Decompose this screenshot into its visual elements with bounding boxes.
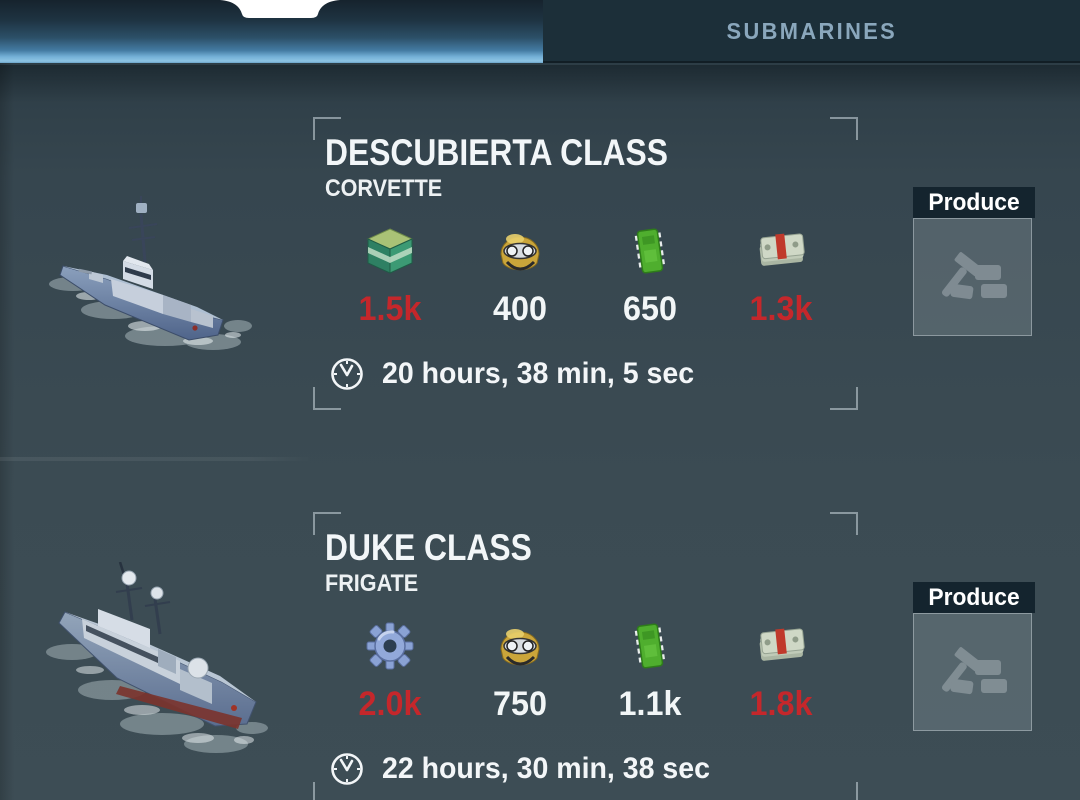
manpower-icon (500, 629, 540, 666)
frame-corner-bottom-right (830, 782, 858, 800)
cost-value: 400 (493, 290, 547, 328)
clock-icon (331, 358, 363, 390)
produce-button-duke[interactable] (913, 613, 1032, 731)
supplies-icon (366, 228, 414, 274)
money-icon (759, 628, 805, 661)
production-time: 22 hours, 30 min, 38 sec (382, 752, 710, 785)
tab-submarines[interactable]: SUBMARINES (543, 0, 1080, 63)
corvette-image (49, 196, 252, 350)
frame-corner-bottom-left (313, 387, 341, 410)
unit-class: CORVETTE (325, 175, 443, 202)
components-icon (366, 622, 414, 670)
cost-value: 1.8k (749, 685, 813, 723)
unit-card-descubierta[interactable]: DESCUBIERTA CLASS CORVETTE 1.5k 400 (313, 117, 858, 410)
unit-class: FRIGATE (325, 570, 419, 597)
frame-corner-top-right (830, 117, 858, 140)
production-time-row: 22 hours, 30 min, 38 sec (328, 750, 727, 788)
electronics-icon (634, 623, 665, 669)
cost-value: 2.0k (358, 685, 422, 723)
row-divider (0, 457, 312, 461)
cost-money: 1.3k (721, 220, 841, 329)
cost-electronics: 650 (590, 220, 710, 329)
money-icon (759, 233, 805, 266)
produce-label: Produce (928, 188, 1020, 216)
produce-header: Produce (913, 187, 1035, 218)
cost-value: 1.5k (358, 290, 422, 328)
frigate-image (46, 562, 268, 753)
ship-tab-icon-partial (220, 0, 340, 18)
cost-manpower: 750 (460, 615, 580, 724)
frame-corner-top-left (313, 117, 341, 140)
frame-corner-top-left (313, 512, 341, 535)
produce-header: Produce (913, 582, 1035, 613)
cost-manpower: 400 (460, 220, 580, 329)
left-edge-vignette (0, 63, 14, 800)
cost-supplies: 1.5k (330, 220, 450, 329)
cost-value: 1.1k (618, 685, 682, 723)
construction-hammer-icon (941, 252, 1007, 300)
unit-name: DUKE CLASS (325, 527, 532, 568)
manpower-icon (500, 234, 540, 271)
frame-corner-bottom-left (313, 782, 341, 800)
tab-ships-active[interactable] (0, 0, 543, 63)
frame-corner-bottom-right (830, 387, 858, 410)
tab-bar-shadow (0, 65, 1080, 103)
frame-corner-top-right (830, 512, 858, 535)
cost-electronics: 1.1k (590, 615, 710, 724)
produce-module-duke: Produce (913, 582, 1035, 731)
construction-hammer-icon (941, 647, 1007, 695)
unit-card-duke[interactable]: DUKE CLASS FRIGATE 2.0k (313, 512, 858, 800)
produce-module-descubierta: Produce (913, 187, 1035, 336)
electronics-icon (634, 228, 665, 274)
cost-money: 1.8k (721, 615, 841, 724)
produce-button-descubierta[interactable] (913, 218, 1032, 336)
cost-value: 750 (493, 685, 547, 723)
production-time-row: 20 hours, 38 min, 5 sec (328, 355, 711, 393)
tab-submarines-label: SUBMARINES (726, 18, 897, 44)
cost-value: 650 (623, 290, 677, 328)
unit-name: DESCUBIERTA CLASS (325, 132, 668, 173)
cost-components: 2.0k (330, 615, 450, 724)
clock-icon (331, 753, 363, 785)
cost-value: 1.3k (749, 290, 813, 328)
production-time: 20 hours, 38 min, 5 sec (382, 357, 695, 390)
unit-category-tab-bar: SUBMARINES (0, 0, 1080, 63)
produce-label: Produce (928, 583, 1020, 611)
